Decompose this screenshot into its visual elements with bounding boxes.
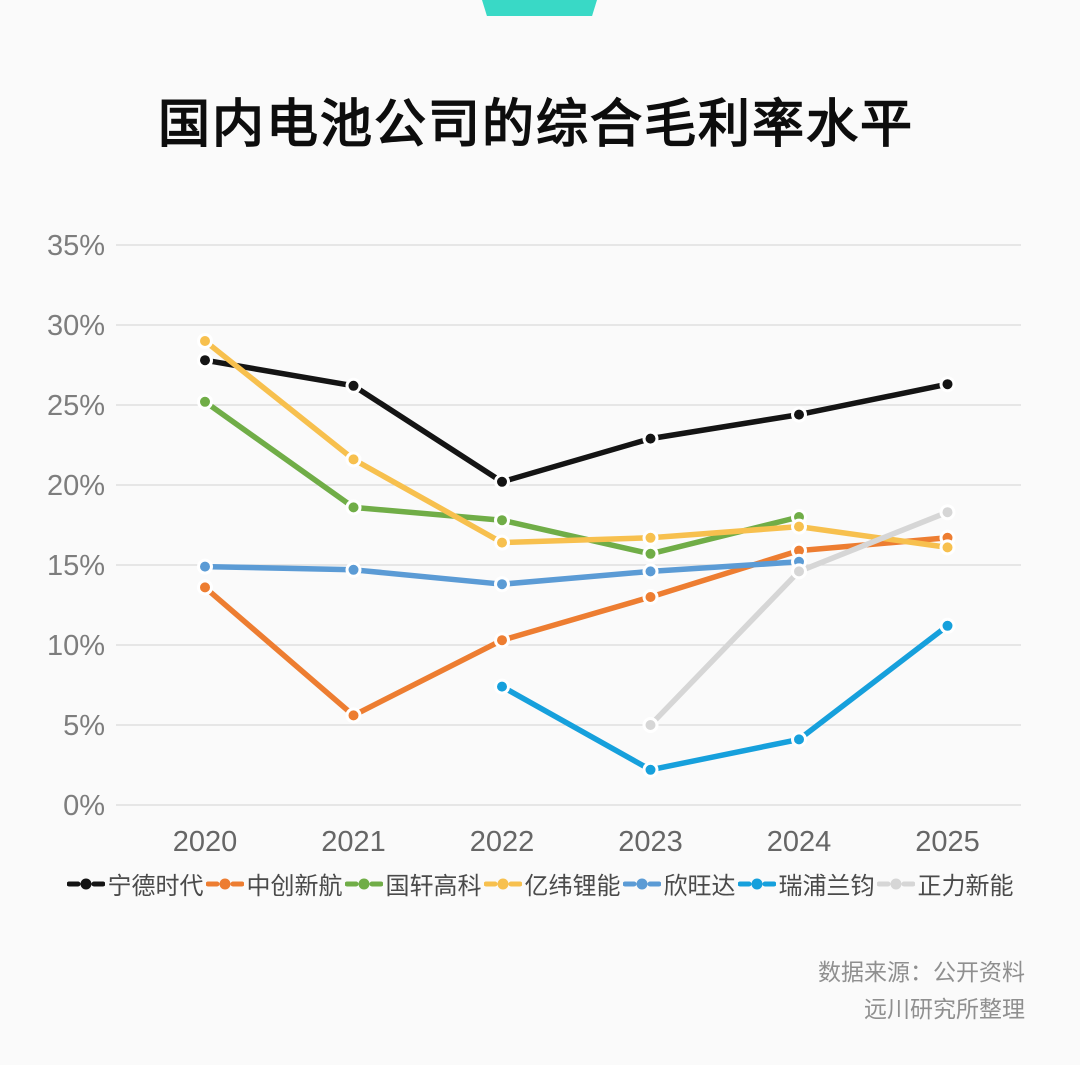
data-point-calb [197,579,213,596]
data-point-zenergy [791,563,807,580]
y-tick-label: 0% [63,790,105,822]
x-tick-label: 2024 [767,826,832,858]
legend-item-calb: 中创新航 [205,866,343,901]
data-point-rept [939,617,956,634]
y-tick-label: 10% [47,630,105,662]
data-point-sunwoda [494,576,510,593]
data-point-zenergy [939,504,956,521]
y-tick-label: 25% [47,390,105,422]
legend-label: 瑞浦兰钧 [778,873,875,900]
legend-label: 亿纬锂能 [524,873,621,900]
legend-marker-icon [622,878,661,889]
data-point-eve [642,529,659,546]
data-point-eve [939,539,956,556]
legend-item-eve: 亿纬锂能 [483,866,621,901]
data-point-sunwoda [642,563,659,580]
data-point-eve [791,518,807,535]
data-point-catl [345,377,362,394]
legend-item-sunwoda: 欣旺达 [622,866,736,901]
source-line-2: 远川研究所整理 [864,996,1025,1022]
chart-title: 国内电池公司的综合毛利率水平 [158,96,915,154]
x-tick-label: 2022 [470,826,535,858]
data-source: 数据来源：公开资料 远川研究所整理 [818,954,1025,1028]
y-tick-label: 20% [47,470,105,502]
legend-label: 中创新航 [246,873,343,900]
data-point-calb [642,589,659,605]
series-line-rept [499,623,951,773]
series-line-eve [202,338,951,551]
x-tick-label: 2025 [915,826,980,858]
data-point-rept [791,731,807,748]
legend-item-zenergy: 正力新能 [876,866,1014,901]
legend-item-rept: 瑞浦兰钧 [737,866,875,901]
legend-label: 国轩高科 [385,873,482,900]
data-point-calb [494,632,510,649]
legend-item-catl: 宁德时代 [66,866,204,901]
legend-label: 宁德时代 [107,873,204,900]
data-point-sunwoda [197,558,213,575]
y-tick-label: 5% [63,710,105,742]
source-line-1: 数据来源：公开资料 [818,959,1025,985]
y-tick-label: 30% [47,310,105,342]
data-point-catl [197,352,213,369]
data-point-rept [642,761,659,778]
y-tick-label: 15% [47,550,105,582]
x-tick-label: 2021 [321,826,386,858]
legend-marker-icon [66,878,105,889]
series-line-calb [202,535,951,719]
data-point-catl [939,376,956,393]
data-point-gotion [197,393,213,410]
data-point-gotion [345,499,362,516]
x-tick-label: 2020 [173,826,238,858]
data-point-catl [791,406,807,423]
legend-marker-icon [344,878,383,889]
data-point-gotion [494,512,510,529]
legend-marker-icon [483,878,522,889]
legend-marker-icon [737,878,776,889]
x-tick-label: 2023 [618,826,683,858]
legend-item-gotion: 国轩高科 [344,866,482,901]
data-point-eve [345,451,362,468]
data-point-sunwoda [345,561,362,578]
legend-marker-icon [876,878,915,889]
data-point-catl [642,430,659,447]
legend-marker-icon [205,878,244,889]
data-point-catl [494,473,510,490]
brand-tab-shape [482,0,597,16]
legend-label: 欣旺达 [663,873,736,900]
data-point-zenergy [642,717,659,733]
chart-legend: 宁德时代 中创新航 国轩高科 亿纬锂能 欣旺达 瑞浦兰钧 正力新能 [0,866,1080,901]
data-point-calb [345,707,362,724]
data-point-rept [494,678,510,695]
data-point-gotion [642,545,659,562]
data-point-eve [197,333,213,349]
y-tick-label: 35% [47,230,105,262]
data-point-eve [494,534,510,551]
series-line-catl [202,357,951,485]
legend-label: 正力新能 [917,873,1014,900]
